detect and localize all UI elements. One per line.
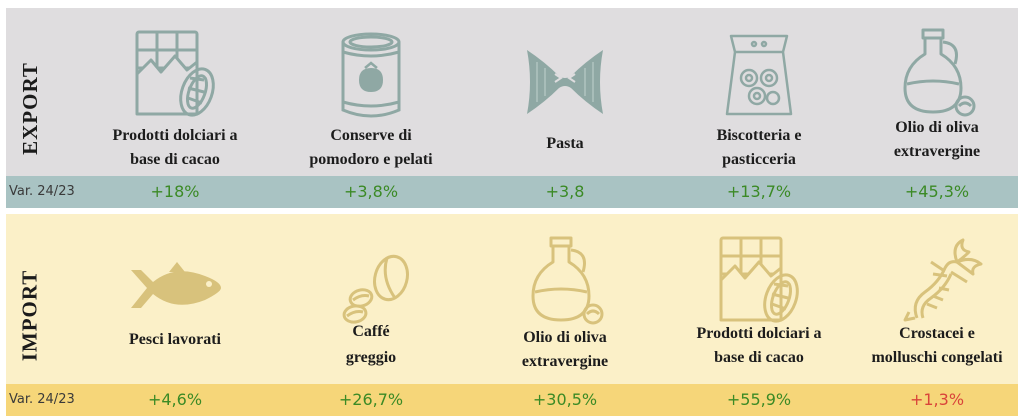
export-item-olive-oil: Olio di oliva extravergine	[842, 8, 1024, 176]
export-item-label-line1: Olio di oliva	[895, 119, 979, 136]
export-item-label-line1: Pasta	[546, 135, 584, 152]
export-item-tomato-can: Conserve di pomodoro e pelati	[276, 8, 466, 176]
export-panel: EXPORT Prodotti dolciari a base di cacao	[6, 8, 1018, 208]
import-variation-value: +55,9%	[726, 390, 792, 409]
import-title: IMPORT	[17, 269, 42, 361]
export-item-label-line1: Conserve di	[330, 127, 412, 144]
export-item-label-line2: base di cacao	[130, 151, 220, 168]
export-item-label-line1: Biscotteria e	[716, 127, 802, 144]
chocolate-bar-icon	[125, 26, 225, 118]
import-item-label-line2: extravergine	[521, 353, 609, 370]
import-variation-row: Var. 24/23 +4,6% +26,7% +30,5% +55,9% +1…	[6, 384, 1018, 416]
tomato-can-icon	[321, 30, 421, 122]
import-item-label-line2: greggio	[345, 349, 397, 366]
import-variation-label: Var. 24/23	[9, 392, 75, 407]
export-item-label-line2: extravergine	[893, 143, 981, 160]
farfalle-pasta-icon	[515, 36, 615, 128]
import-variation-value: +26,7%	[338, 390, 404, 409]
chocolate-bar-icon	[709, 232, 809, 324]
export-item-label-line1: Prodotti dolciari a	[112, 127, 238, 144]
import-item-label-line1: Pesci lavorati	[129, 331, 221, 348]
export-variation-value: +3,8%	[343, 182, 399, 201]
export-variation-value: +45,3%	[904, 182, 970, 201]
import-item-crustaceans: Crostacei e molluschi congelati	[842, 214, 1024, 384]
import-item-label-line1: Olio di oliva	[523, 329, 607, 346]
import-panel: IMPORT Pesci lavorati Caffé greggio	[6, 214, 1018, 416]
import-variation-value: +4,6%	[147, 390, 203, 409]
export-title: EXPORT	[17, 61, 42, 155]
import-item-label-line1: Prodotti dolciari a	[696, 325, 822, 342]
import-variation-value: +1,3%	[909, 390, 965, 409]
panel-divider	[6, 208, 1018, 214]
import-item-label-line2: molluschi congelati	[871, 349, 1003, 366]
import-item-olive-oil: Olio di oliva extravergine	[470, 214, 660, 384]
export-item-label-line2: pomodoro e pelati	[309, 151, 433, 168]
export-variation-label: Var. 24/23	[9, 184, 75, 199]
export-variation-value: +3,8	[545, 182, 585, 201]
lobster-icon	[887, 232, 987, 324]
import-item-label-line1: Crostacei e	[899, 325, 975, 342]
import-item-label-line1: Caffé	[352, 323, 390, 340]
olive-oil-bottle-icon	[515, 234, 615, 326]
export-item-chocolate: Prodotti dolciari a base di cacao	[80, 8, 270, 176]
import-item-chocolate: Prodotti dolciari a base di cacao	[664, 214, 854, 384]
coffee-beans-icon	[321, 242, 421, 334]
export-item-cookies: Biscotteria e pasticceria	[664, 8, 854, 176]
import-item-label-line2: base di cacao	[714, 349, 804, 366]
export-variation-row: Var. 24/23 +18% +3,8% +3,8 +13,7% +45,3%	[6, 176, 1018, 208]
cookie-bag-icon	[709, 28, 809, 120]
export-item-pasta: Pasta	[470, 8, 660, 176]
export-variation-value: +18%	[150, 182, 200, 201]
import-item-coffee: Caffé greggio	[276, 214, 466, 384]
export-variation-value: +13,7%	[726, 182, 792, 201]
import-variation-value: +30,5%	[532, 390, 598, 409]
fish-icon	[125, 242, 225, 334]
import-item-fish: Pesci lavorati	[80, 214, 270, 384]
olive-oil-bottle-icon	[887, 26, 987, 118]
export-item-label-line2: pasticceria	[722, 151, 796, 168]
